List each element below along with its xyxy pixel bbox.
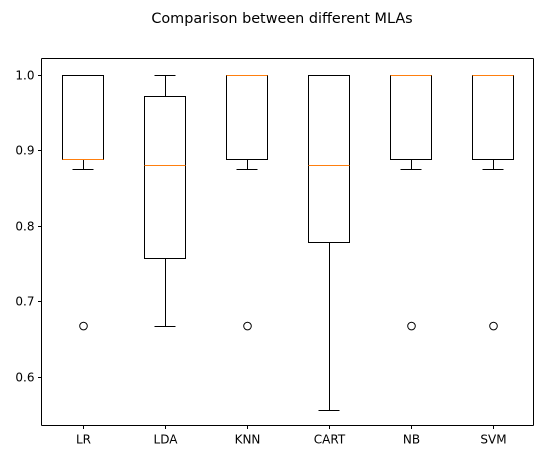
x-tick-label: LDA (154, 433, 179, 447)
outlier-svm-0 (490, 322, 498, 330)
box-knn (227, 76, 268, 160)
outlier-nb-0 (408, 322, 416, 330)
y-tick-label: 0.7 (15, 295, 34, 309)
outlier-knn-0 (244, 322, 252, 330)
box-lda (145, 97, 186, 259)
y-tick-label: 1.0 (15, 69, 34, 83)
y-tick-label: 0.9 (15, 144, 34, 158)
box-lr (63, 76, 104, 160)
plot-area: 0.6 0.7 0.8 0.9 1.0 LR LDA KNN CART NB SVM (15, 59, 533, 447)
chart-title: Comparison between different MLAs (151, 11, 412, 27)
x-tick-label: LR (76, 433, 91, 447)
x-tick-label: NB (403, 433, 420, 447)
x-tick-label: KNN (235, 433, 261, 447)
outlier-lr-0 (80, 322, 88, 330)
y-tick-label: 0.6 (15, 371, 34, 385)
y-tick-label: 0.8 (15, 220, 34, 234)
x-tick-label: SVM (480, 433, 506, 447)
box-nb (391, 76, 432, 160)
x-tick-label: CART (314, 433, 346, 447)
box-svm (473, 76, 514, 160)
box-cart (309, 76, 350, 243)
